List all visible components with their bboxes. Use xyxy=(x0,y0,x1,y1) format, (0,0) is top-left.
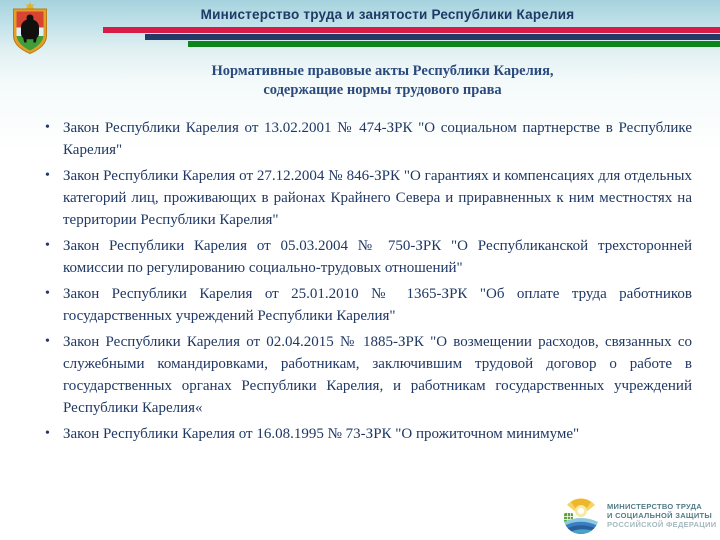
ministry-name: МИНИСТЕРСТВО ТРУДА И СОЦИАЛЬНОЙ ЗАЩИТЫ Р… xyxy=(607,497,716,529)
list-item: • Закон Республики Карелия от 27.12.2004… xyxy=(40,165,692,231)
star-ornament xyxy=(25,2,35,12)
sun-rays xyxy=(567,498,595,517)
bullet-dot-icon: • xyxy=(45,334,50,349)
waves xyxy=(563,518,599,534)
karelia-coat-of-arms-icon xyxy=(9,2,51,56)
law-text: Закон Республики Карелия от 16.08.1995 №… xyxy=(63,426,580,442)
law-text: Закон Республики Карелия от 25.01.2010 №… xyxy=(63,286,692,324)
law-text: Закон Республики Карелия от 05.03.2004 №… xyxy=(63,238,692,276)
law-list: • Закон Республики Карелия от 13.02.2001… xyxy=(40,117,692,449)
list-item: • Закон Республики Карелия от 25.01.2010… xyxy=(40,283,692,327)
ministry-name-line1: МИНИСТЕРСТВО ТРУДА xyxy=(607,502,702,511)
ministry-footer-logo: МИНИСТЕРСТВО ТРУДА И СОЦИАЛЬНОЙ ЗАЩИТЫ Р… xyxy=(562,497,716,535)
ministry-name-line3: РОССИЙСКОЙ ФЕДЕРАЦИИ xyxy=(607,520,717,529)
slide-subtitle-line2: содержащие нормы трудового права xyxy=(263,82,502,98)
decorative-stripe-green xyxy=(188,41,720,47)
list-item: • Закон Республики Карелия от 13.02.2001… xyxy=(40,117,692,161)
bullet-dot-icon: • xyxy=(45,286,50,301)
law-text: Закон Республики Карелия от 13.02.2001 №… xyxy=(63,120,692,158)
slide-subtitle: Нормативные правовые акты Республики Кар… xyxy=(55,62,710,100)
mintrud-emblem-icon xyxy=(563,498,599,534)
bear-silhouette xyxy=(21,14,39,43)
bullet-dot-icon: • xyxy=(45,120,50,135)
law-text: Закон Республики Карелия от 02.04.2015 №… xyxy=(63,334,692,416)
list-item: • Закон Республики Карелия от 05.03.2004… xyxy=(40,235,692,279)
page-title: Министерство труда и занятости Республик… xyxy=(200,7,575,22)
bullet-dot-icon: • xyxy=(45,238,50,253)
bullet-dot-icon: • xyxy=(45,426,50,441)
bullet-dot-icon: • xyxy=(45,168,50,183)
list-item: • Закон Республики Карелия от 16.08.1995… xyxy=(40,423,692,445)
decorative-stripe-red xyxy=(103,27,720,33)
list-item: • Закон Республики Карелия от 02.04.2015… xyxy=(40,331,692,419)
decorative-stripe-navy xyxy=(145,34,720,40)
slide-subtitle-line1: Нормативные правовые акты Республики Кар… xyxy=(211,63,554,79)
law-text: Закон Республики Карелия от 27.12.2004 №… xyxy=(63,168,692,228)
ministry-name-line2: И СОЦИАЛЬНОЙ ЗАЩИТЫ xyxy=(607,511,713,520)
